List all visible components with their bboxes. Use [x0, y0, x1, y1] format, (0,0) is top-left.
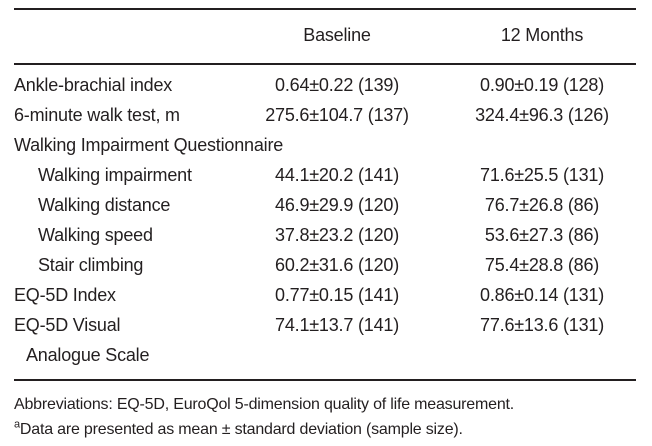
section-header-label: Walking Impairment Questionnaire	[14, 135, 284, 155]
table-footnotes: Abbreviations: EQ-5D, EuroQol 5-dimensio…	[14, 392, 644, 442]
cell-12-months: 75.4±28.8 (86)	[484, 255, 600, 275]
cell-baseline: 74.1±13.7 (141)	[275, 315, 399, 335]
header-label-column	[14, 9, 226, 65]
header-12-months: 12 Months	[448, 9, 636, 65]
row-label: EQ-5D Index	[14, 285, 116, 305]
cell-baseline: 44.1±20.2 (141)	[275, 165, 399, 185]
table-row: Stair climbing 60.2±31.6 (120) 75.4±28.8…	[14, 250, 636, 280]
cell-baseline: 0.77±0.15 (141)	[275, 285, 399, 305]
table-body: Ankle-brachial index 0.64±0.22 (139) 0.9…	[14, 64, 636, 380]
table-row: EQ-5D Index 0.77±0.15 (141) 0.86±0.14 (1…	[14, 280, 636, 310]
table-header: Baseline 12 Months	[14, 9, 636, 65]
row-label: EQ-5D Visual Analogue Scale	[14, 310, 226, 380]
abbreviations-note: Abbreviations: EQ-5D, EuroQol 5-dimensio…	[14, 396, 515, 413]
cell-12-months: 71.6±25.5 (131)	[480, 165, 604, 185]
footnote-marker-a: a	[14, 418, 20, 431]
data-presentation-note-text: Data are presented as mean ± standard de…	[19, 421, 463, 438]
cell-12-months: 0.86±0.14 (131)	[480, 285, 604, 305]
cell-12-months: 76.7±26.8 (86)	[484, 195, 600, 215]
cell-12-months: 77.6±13.6 (131)	[480, 315, 604, 335]
cell-12-months: 324.4±96.3 (126)	[475, 105, 609, 125]
cell-baseline: 275.6±104.7 (137)	[265, 105, 409, 125]
table-row: Ankle-brachial index 0.64±0.22 (139) 0.9…	[14, 64, 636, 100]
row-label-line2: Analogue Scale	[26, 345, 150, 365]
cell-baseline: 46.9±29.9 (120)	[275, 195, 399, 215]
table-row: 6-minute walk test, m 275.6±104.7 (137) …	[14, 100, 636, 130]
row-label: 6-minute walk test, m	[14, 105, 180, 125]
cell-baseline: 60.2±31.6 (120)	[275, 255, 399, 275]
row-label-line1: EQ-5D Visual	[14, 315, 121, 335]
row-label: Walking distance	[38, 195, 171, 215]
table-row: Walking impairment 44.1±20.2 (141) 71.6±…	[14, 160, 636, 190]
header-baseline: Baseline	[226, 9, 448, 65]
header-row: Baseline 12 Months	[14, 9, 636, 65]
row-label: Stair climbing	[38, 255, 144, 275]
table-row: Walking speed 37.8±23.2 (120) 53.6±27.3 …	[14, 220, 636, 250]
row-label: Walking impairment	[38, 165, 192, 185]
data-presentation-note: aData are presented as mean ± standard d…	[14, 417, 644, 442]
cell-12-months: 0.90±0.19 (128)	[480, 75, 604, 95]
cell-12-months: 53.6±27.3 (86)	[484, 225, 600, 245]
outcomes-table: Baseline 12 Months Ankle-brachial index …	[14, 8, 636, 381]
cell-baseline: 37.8±23.2 (120)	[275, 225, 399, 245]
row-label: Ankle-brachial index	[14, 75, 173, 95]
table-row: EQ-5D Visual Analogue Scale 74.1±13.7 (1…	[14, 310, 636, 380]
row-label: Walking speed	[38, 225, 153, 245]
cell-baseline: 0.64±0.22 (139)	[275, 75, 399, 95]
table-row: Walking distance 46.9±29.9 (120) 76.7±26…	[14, 190, 636, 220]
section-header-row: Walking Impairment Questionnaire	[14, 130, 636, 160]
